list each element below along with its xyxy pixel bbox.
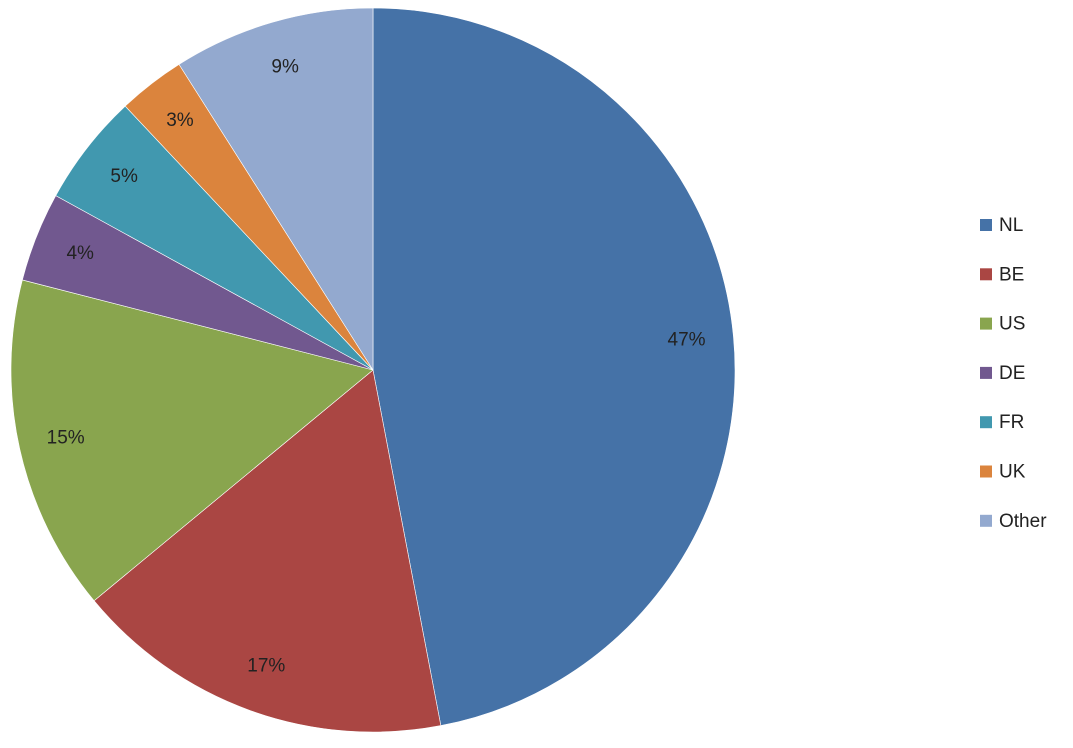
pie-slice — [372, 7, 736, 726]
data-label: 5% — [110, 166, 138, 187]
data-label: 47% — [668, 329, 706, 350]
legend-swatch — [980, 219, 992, 231]
legend-label: US — [999, 314, 1025, 335]
pie-slice — [178, 7, 374, 372]
data-label: 17% — [247, 655, 285, 676]
legend-label: BE — [999, 264, 1024, 285]
data-label: 3% — [166, 110, 194, 131]
pie-slice — [10, 279, 374, 602]
data-label: 9% — [271, 57, 299, 78]
legend-swatch — [980, 514, 992, 527]
pie-slice — [93, 369, 442, 733]
legend-label: UK — [999, 462, 1026, 483]
legend-label: DE — [999, 363, 1025, 384]
legend-swatch — [980, 317, 992, 330]
legend-label: NL — [999, 215, 1023, 236]
legend-swatch — [980, 366, 992, 379]
data-label: 4% — [66, 243, 94, 264]
legend-label: FR — [999, 412, 1024, 433]
data-label: 15% — [47, 428, 85, 449]
legend-label: Other — [999, 511, 1047, 532]
legend-swatch — [980, 268, 992, 281]
legend-swatch — [980, 416, 992, 429]
legend-swatch — [980, 465, 992, 478]
